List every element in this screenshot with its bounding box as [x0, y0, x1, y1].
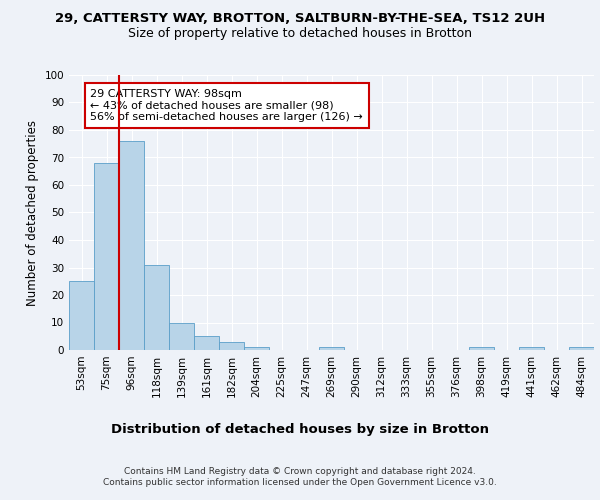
Bar — [244, 347, 269, 350]
Bar — [194, 336, 219, 350]
Text: 29, CATTERSTY WAY, BROTTON, SALTBURN-BY-THE-SEA, TS12 2UH: 29, CATTERSTY WAY, BROTTON, SALTBURN-BY-… — [55, 12, 545, 26]
Text: Size of property relative to detached houses in Brotton: Size of property relative to detached ho… — [128, 28, 472, 40]
Text: 29 CATTERSTY WAY: 98sqm
← 43% of detached houses are smaller (98)
56% of semi-de: 29 CATTERSTY WAY: 98sqm ← 43% of detache… — [90, 88, 363, 122]
Bar — [469, 347, 494, 350]
Bar — [569, 347, 594, 350]
Bar — [94, 163, 119, 350]
Bar — [119, 141, 144, 350]
Bar — [519, 347, 544, 350]
Bar — [319, 347, 344, 350]
Bar — [144, 265, 169, 350]
Bar — [169, 322, 194, 350]
Bar — [69, 281, 94, 350]
Y-axis label: Number of detached properties: Number of detached properties — [26, 120, 39, 306]
Text: Contains HM Land Registry data © Crown copyright and database right 2024.
Contai: Contains HM Land Registry data © Crown c… — [103, 468, 497, 487]
Text: Distribution of detached houses by size in Brotton: Distribution of detached houses by size … — [111, 422, 489, 436]
Bar — [219, 342, 244, 350]
